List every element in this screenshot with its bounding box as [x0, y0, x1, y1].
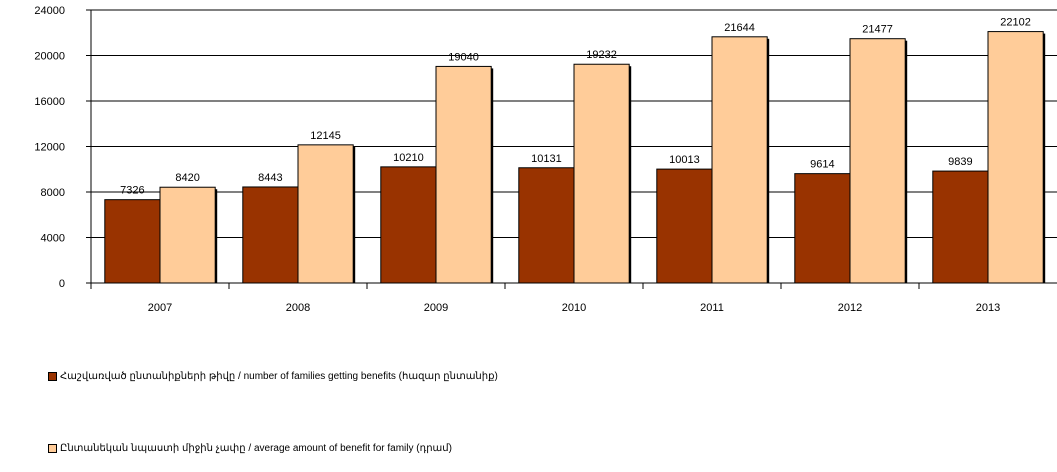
x-tick-label: 2010: [562, 302, 586, 314]
data-label: 12145: [310, 130, 341, 142]
bar-2011-series-2: [711, 36, 768, 284]
legend-label-series-1: Հաշվառված ընտանիքների թիվը / number of f…: [60, 371, 498, 382]
y-tick-label: 12000: [34, 142, 65, 154]
data-label: 9839: [948, 156, 972, 168]
y-tick-label: 0: [59, 278, 65, 290]
legend-swatch-series-1: [48, 371, 57, 381]
data-label: 19232: [586, 49, 617, 61]
y-tick-label: 24000: [34, 5, 65, 17]
data-label: 22102: [1000, 17, 1031, 29]
bar-2007-series-2: [159, 186, 216, 284]
axes: [86, 9, 1057, 289]
y-tick-label: 16000: [34, 96, 65, 108]
x-tick-label: 2012: [838, 302, 862, 314]
data-label: 10013: [669, 154, 700, 166]
data-label: 7326: [120, 185, 144, 197]
data-label: 21644: [724, 22, 755, 34]
legend-item-series-2: Ընտանեկան նպաստի միջին չափը / average am…: [48, 443, 1008, 455]
data-label: 9614: [810, 159, 834, 171]
y-tick-label: 4000: [41, 233, 65, 245]
bars: [104, 31, 1046, 284]
y-tick-label: 8000: [41, 187, 65, 199]
x-tick-label: 2013: [976, 302, 1000, 314]
y-axis-ticks: 0 4000 8000 12000 16000 20000 24000: [34, 5, 65, 290]
data-label: 10131: [531, 153, 562, 165]
legend-swatch-series-2: [48, 443, 57, 453]
x-tick-label: 2011: [700, 302, 724, 314]
y-tick-label: 20000: [34, 51, 65, 63]
bar-2010-series-2: [573, 63, 630, 284]
legend-item-series-1: Հաշվառված ընտանիքների թիվը / number of f…: [48, 371, 1008, 383]
data-label: 10210: [393, 152, 424, 164]
x-tick-label: 2008: [286, 302, 310, 314]
data-label: 8443: [258, 172, 282, 184]
bar-2009-series-1: [380, 166, 437, 284]
bar-2012-series-1: [794, 173, 851, 284]
data-label: 19040: [448, 51, 479, 63]
bar-2007-series-1: [104, 199, 161, 284]
x-axis-ticks: 2007 2008 2009 2010 2011 2012 2013: [148, 302, 1000, 314]
bar-2008-series-1: [242, 186, 299, 284]
data-label: 21477: [862, 24, 893, 36]
legend-label-series-2: Ընտանեկան նպաստի միջին չափը / average am…: [60, 443, 452, 454]
bar-2010-series-1: [518, 167, 575, 284]
bar-2008-series-2: [297, 144, 354, 284]
data-label: 8420: [175, 172, 199, 184]
bar-2011-series-1: [656, 168, 713, 284]
bar-2013-series-1: [932, 170, 989, 284]
x-tick-label: 2007: [148, 302, 172, 314]
data-labels: 7326 8420 8443 12145 10210 19040 10131 19232 100…: [120, 17, 1031, 197]
x-tick-label: 2009: [424, 302, 448, 314]
bar-2012-series-2: [849, 38, 906, 284]
bar-2013-series-2: [987, 31, 1044, 284]
bar-2009-series-2: [435, 65, 492, 284]
